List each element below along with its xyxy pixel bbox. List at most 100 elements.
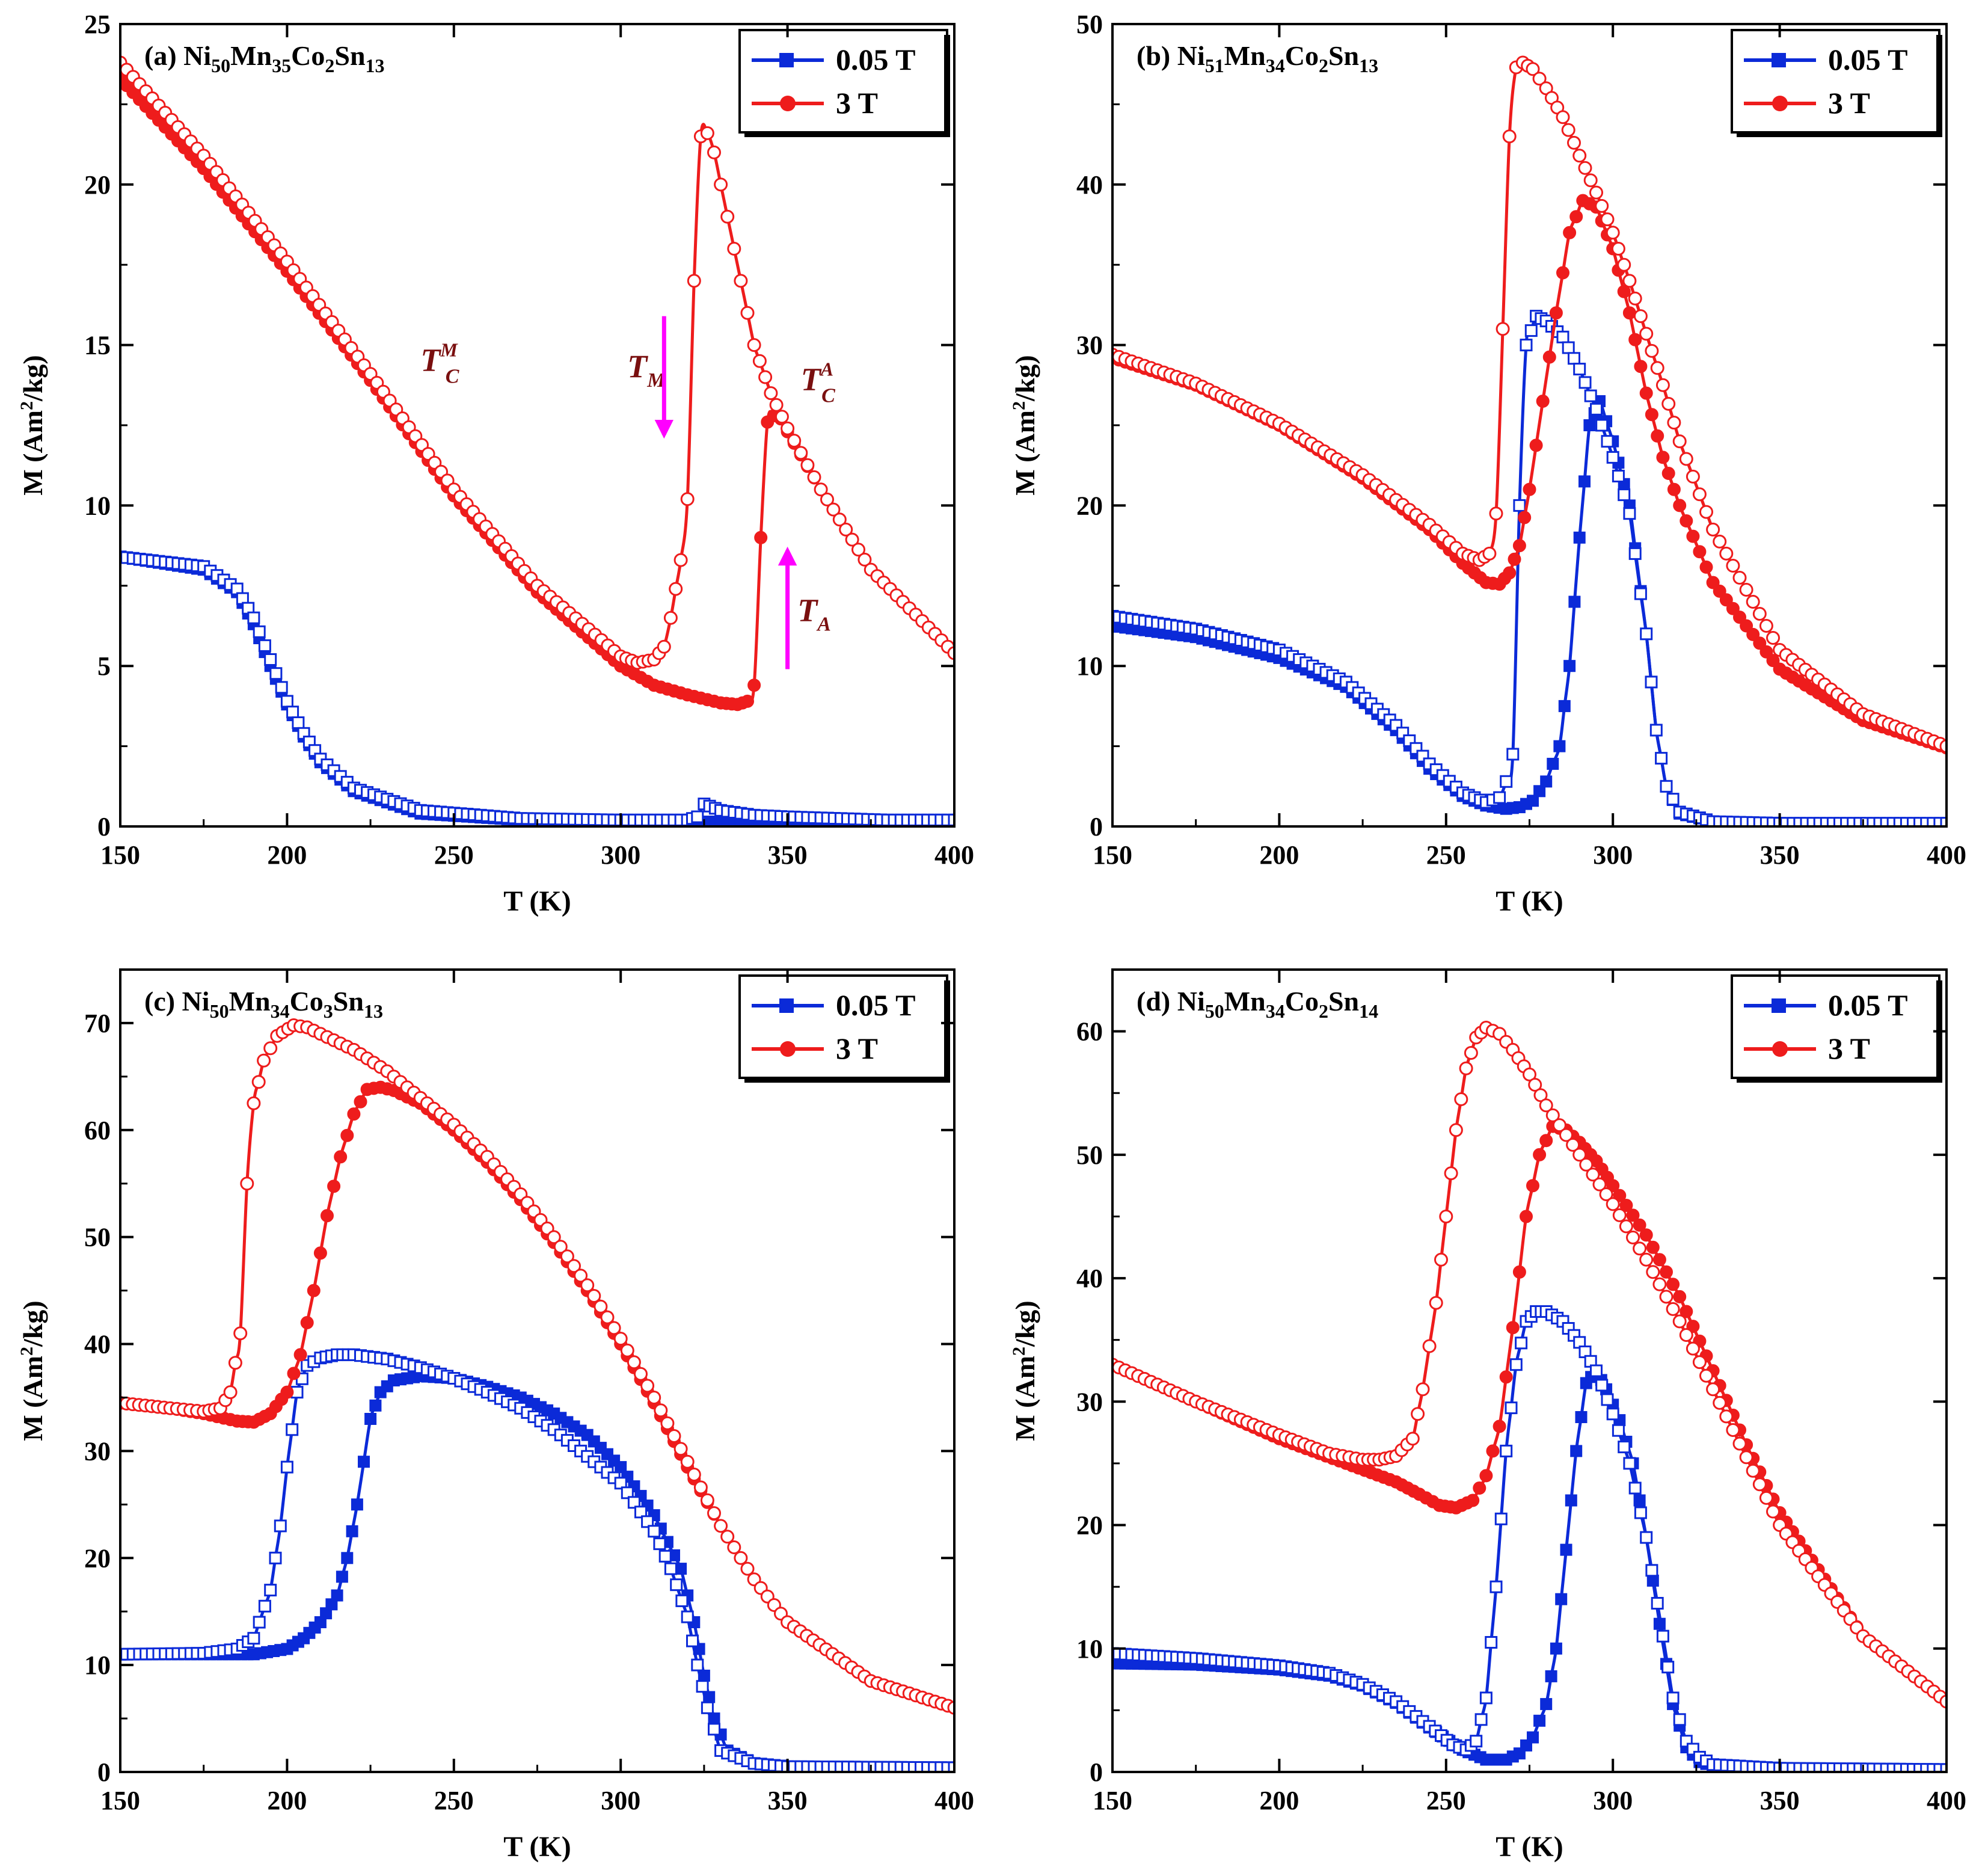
panel-c-legend: 0.05 T 3 T [738, 974, 950, 1083]
panel-c-series-1-point [648, 1525, 661, 1538]
panel-b-series-3-point [1719, 546, 1734, 561]
panel-c-series-3-point [634, 1367, 648, 1381]
panel-d-series-2-point [1539, 1134, 1553, 1148]
panel-b-series-3-point [1752, 607, 1767, 621]
panel-b-series-3-point [1766, 631, 1780, 645]
panel-d-series-0-point [1575, 1411, 1588, 1423]
panel-d-series-1-point [1500, 1444, 1513, 1457]
panel-c-y-axis-title-prefix: M (Am [17, 1356, 48, 1441]
panel-a-title-part: Co [291, 40, 325, 71]
panel-c-series-2-point [287, 1367, 301, 1380]
panel-c-x-tick-label: 250 [434, 1786, 474, 1815]
panel-c-series-3-point [707, 1506, 721, 1521]
panel-d-plot-frame [1111, 968, 1948, 1773]
panel-d-series-0-005t-heating [1112, 1365, 1947, 1772]
panel-a-title-part: 50 [211, 55, 230, 76]
panel-d-series-3-point [1533, 1088, 1548, 1103]
panel-d-title-part: 14 [1359, 1000, 1378, 1022]
panel-a-legend-label-high-field: 3 T [836, 86, 878, 120]
panel-a-series-3-point [657, 639, 671, 654]
panel-d-y-tick-label: 10 [1076, 1634, 1103, 1664]
panel-d-series-2-point [1633, 1218, 1646, 1232]
panel-b-series-0-point [1558, 700, 1571, 712]
panel-b-series-0-point [1527, 795, 1539, 807]
panel-b-series-3-point [1746, 595, 1760, 609]
panel-d-series-1-point [1940, 1763, 1947, 1772]
panel-c-series-3-point [947, 1700, 954, 1715]
panel-b-series-3-point [1628, 291, 1642, 306]
panel-c-y-tick-label: 60 [84, 1116, 111, 1145]
panel-d-series-3-point [1599, 1187, 1613, 1201]
panel-a-legend-marker-1 [780, 96, 796, 111]
panel-d-series-1-point [1606, 1407, 1619, 1421]
panel-d-series-3-point [1666, 1302, 1680, 1316]
panel-a-series-3-point [714, 177, 728, 192]
panel-c-series-3-point [654, 1403, 668, 1418]
panel-c-y-tick-label: 50 [84, 1223, 111, 1252]
panel-d-series-1-point [1634, 1506, 1647, 1519]
panel-b-series-3-point [1650, 361, 1664, 375]
panel-c-title-part: 3 [324, 1000, 333, 1022]
panel-d-series-3-point [1612, 1208, 1627, 1222]
panel-d-series-1-point [1505, 1401, 1518, 1415]
panel-a-series-3-point [775, 410, 789, 424]
panel-b-title: (b) Ni51Mn34Co2Sn13 [1137, 40, 1378, 76]
panel-b-title-part: 2 [1319, 55, 1328, 76]
panel-d-title-part: Co [1285, 986, 1319, 1017]
panel-a-x-tick-label: 300 [601, 840, 640, 870]
panel-a-series-3-point [700, 126, 714, 140]
panel-c-y-tick-label: 30 [84, 1436, 111, 1466]
panel-c-legend-label-high-field: 3 T [836, 1032, 878, 1065]
panel-a-annotation-3-sub: A [816, 613, 831, 635]
panel-b-series-2-line [1112, 198, 1947, 749]
panel-d-series-2-point [1680, 1305, 1693, 1318]
panel-d-series-2-point [1666, 1278, 1680, 1291]
panel-a-title-part: 13 [366, 55, 385, 76]
panel-d-series-3-point [1559, 1128, 1573, 1142]
panel-c-series-3-point [613, 1332, 628, 1346]
panel-b-series-2-point [1686, 529, 1700, 543]
panel-a-y-axis-title-suffix: /kg) [17, 355, 48, 402]
panel-c-series-2-point [327, 1180, 341, 1193]
panel-c-series-2-point [300, 1316, 314, 1329]
panel-c-x-tick-label: 400 [934, 1786, 974, 1815]
panel-c-series-3-3t-cooling [120, 1018, 954, 1715]
panel-d-series-1-point [1474, 1713, 1488, 1726]
panel-d-series-0-point [1545, 1670, 1557, 1682]
panel-b-series-0-point [1568, 595, 1581, 608]
panel-b-title-part: (b) Ni [1137, 40, 1205, 71]
panel-a-series-1-point [286, 706, 299, 719]
panel-d-series-1-point [1661, 1661, 1675, 1674]
panel-b-series-2-point [1680, 514, 1693, 528]
panel-b-series-1-point [1573, 363, 1586, 376]
panel-c-x-tick-label: 350 [768, 1786, 808, 1815]
panel-a-series-3-point [820, 492, 834, 506]
panel-d-series-3-point [1422, 1339, 1437, 1353]
panel-b-series-3-point [1578, 161, 1592, 175]
panel-d-series-3-point [1539, 1098, 1553, 1113]
panel-d-series-group [1112, 1021, 1947, 1772]
panel-a-x-tick-label: 350 [768, 840, 808, 870]
panel-c-series-0-point [336, 1570, 348, 1583]
panel-d-series-3-point [1429, 1296, 1443, 1310]
panel-d-series-0-point [1533, 1714, 1546, 1727]
panel-b-series-3-point [1611, 242, 1625, 256]
panel-d-series-3-point [1444, 1166, 1458, 1181]
panel-c-title-part: 50 [210, 1000, 229, 1022]
panel-c-series-1-point [948, 1761, 954, 1772]
panel-c-series-1-point [634, 1506, 647, 1519]
panel-c-series-1-point [274, 1519, 287, 1533]
panel-a-series-3-point [794, 446, 808, 460]
panel-d-series-1-point [1470, 1735, 1483, 1748]
panel-d-series-2-point [1619, 1199, 1633, 1212]
panel-b-series-3-point [1526, 62, 1540, 76]
panel-c-title-part: (c) Ni [144, 986, 210, 1017]
panel-a-y-tick-label: 25 [84, 10, 111, 39]
panel-a-series-3-point [673, 553, 688, 567]
panel-b-series-0-point [1563, 660, 1576, 672]
panel-c-series-1-point [286, 1423, 299, 1436]
panel-b-series-2-point [1542, 350, 1556, 364]
panel-b-series-2-point [1719, 593, 1733, 607]
panel-b-series-2-point [1766, 654, 1780, 668]
panel-a-series-3-point [740, 306, 755, 320]
